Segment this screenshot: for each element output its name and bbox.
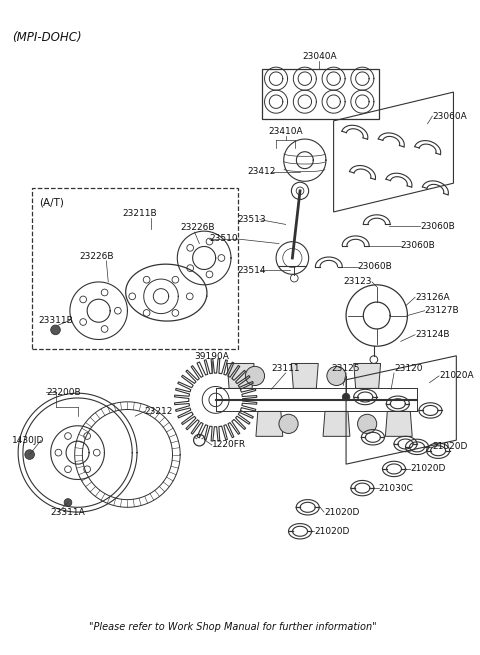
Polygon shape [256,411,283,436]
Text: 23040A: 23040A [302,52,336,62]
Circle shape [64,498,72,506]
Circle shape [25,450,35,459]
Text: 39190A: 39190A [194,352,229,361]
Text: 23126A: 23126A [415,293,450,302]
Text: 23211B: 23211B [122,209,157,217]
Bar [262,69,379,119]
Text: 23412: 23412 [247,167,276,176]
Text: 23123: 23123 [344,278,372,286]
Polygon shape [291,364,318,388]
Text: 23120: 23120 [394,364,422,373]
Text: 23060B: 23060B [420,222,455,231]
Polygon shape [354,364,381,388]
Text: 23127B: 23127B [425,307,459,315]
Text: 23124B: 23124B [415,330,450,339]
Text: 1220FR: 1220FR [212,440,246,449]
Circle shape [342,393,350,401]
Text: 23200B: 23200B [46,388,81,397]
Text: (A/T): (A/T) [39,198,64,208]
Circle shape [51,325,60,335]
Text: 23125: 23125 [332,364,360,373]
Text: 1430JD: 1430JD [12,436,45,445]
Polygon shape [323,411,350,436]
Text: 23060A: 23060A [432,111,467,121]
Text: 23060B: 23060B [358,262,392,271]
Text: 23311B: 23311B [38,316,73,325]
Polygon shape [227,364,254,388]
Text: 21020D: 21020D [410,464,446,474]
Text: 21020D: 21020D [314,527,350,536]
Circle shape [245,366,264,386]
Circle shape [279,414,298,434]
Text: 21020D: 21020D [432,442,468,451]
Text: 21020A: 21020A [439,371,474,381]
Text: (MPI-DOHC): (MPI-DOHC) [12,31,82,44]
Text: 23410A: 23410A [268,127,303,136]
Text: "Please refer to Work Shop Manual for further information": "Please refer to Work Shop Manual for fu… [89,622,377,632]
Polygon shape [385,411,412,436]
Text: 23513: 23513 [238,215,266,224]
Bar [32,188,238,349]
Text: 23510: 23510 [209,234,238,243]
Text: 23111: 23111 [271,364,300,373]
Text: 21030C: 21030C [379,483,414,493]
Circle shape [358,414,377,434]
Text: 23514: 23514 [238,266,266,275]
Text: 23226B: 23226B [80,252,114,261]
Text: 23311A: 23311A [51,508,85,517]
Text: 21020D: 21020D [324,508,360,517]
Text: 23226B: 23226B [180,223,215,232]
Circle shape [327,366,346,386]
Text: 23060B: 23060B [401,241,435,250]
Text: 23212: 23212 [144,407,173,416]
